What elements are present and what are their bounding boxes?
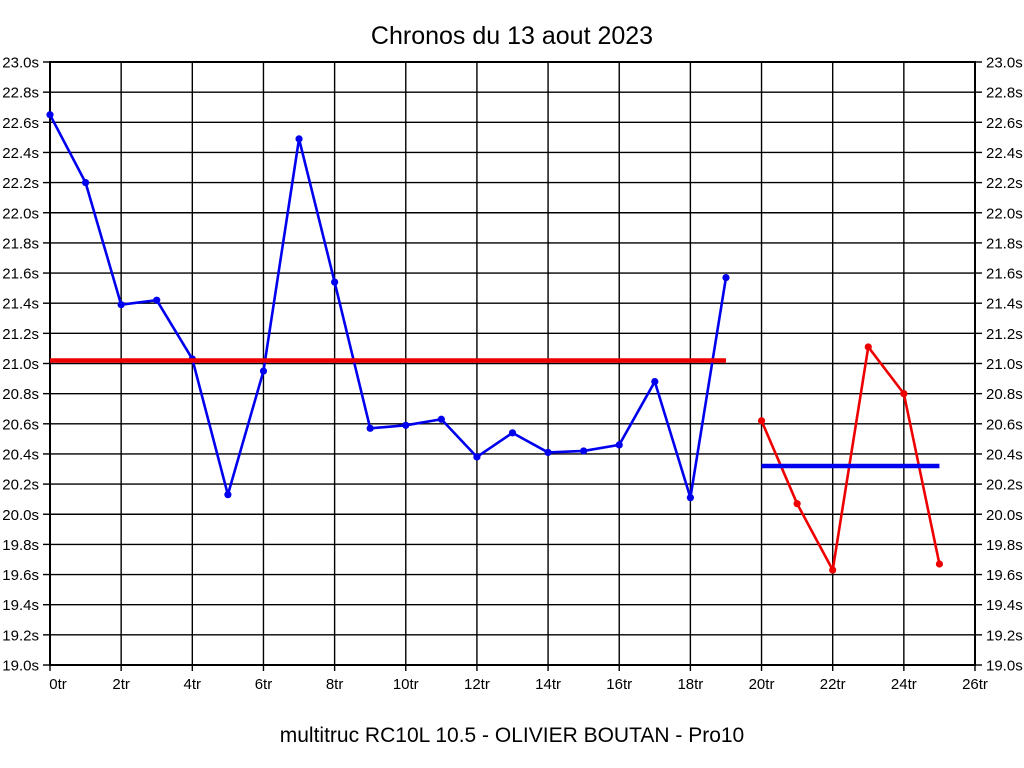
x-tick-label: 26tr: [962, 676, 988, 693]
y-tick-label-left: 23.0s: [2, 55, 39, 72]
x-tick-label: 20tr: [749, 676, 775, 693]
y-tick-label-right: 19.2s: [986, 627, 1023, 644]
y-tick-label-left: 19.2s: [2, 627, 39, 644]
y-tick-label-right: 19.0s: [986, 658, 1023, 675]
y-tick-label-right: 21.4s: [986, 296, 1023, 313]
run-1-lap-times-point: [722, 273, 730, 282]
y-tick-label-right: 22.4s: [986, 145, 1023, 162]
run-1-lap-times-point: [259, 367, 268, 375]
y-tick-label-right: 19.4s: [986, 597, 1023, 614]
y-tick-label-right: 22.8s: [986, 85, 1023, 102]
y-tick-label-right: 21.0s: [986, 356, 1023, 373]
y-tick-label-right: 20.2s: [986, 477, 1023, 494]
y-tick-label-right: 21.2s: [986, 326, 1023, 343]
x-tick-label: 2tr: [112, 676, 130, 693]
y-tick-label-right: 20.6s: [986, 416, 1023, 433]
y-tick-label-left: 20.0s: [2, 507, 39, 524]
x-tick-label: 24tr: [891, 676, 917, 693]
y-tick-label-right: 19.6s: [986, 567, 1023, 584]
y-tick-label-left: 22.4s: [2, 145, 39, 162]
x-tick-label: 14tr: [535, 676, 561, 693]
chart-caption: multitruc RC10L 10.5 - OLIVIER BOUTAN - …: [280, 724, 744, 747]
x-tick-label: 12tr: [464, 676, 490, 693]
y-tick-label-left: 21.2s: [2, 326, 39, 343]
y-tick-label-left: 19.0s: [2, 658, 39, 675]
y-tick-label-right: 21.8s: [986, 235, 1023, 252]
run-1-lap-times-point: [544, 448, 552, 457]
run-1-lap-times-point: [615, 441, 623, 449]
y-tick-label-right: 20.4s: [986, 446, 1023, 463]
y-tick-label-left: 19.4s: [2, 597, 39, 614]
y-tick-label-left: 22.0s: [2, 205, 39, 222]
x-tick-label: 6tr: [255, 676, 273, 693]
x-tick-label: 8tr: [326, 676, 344, 693]
y-tick-label-left: 21.4s: [2, 296, 39, 313]
x-tick-label: 18tr: [677, 676, 703, 693]
run-1-lap-times-point: [224, 491, 232, 499]
run-1-lap-times-line: [48, 114, 728, 499]
y-tick-label-left: 21.6s: [2, 266, 39, 283]
run-1-lap-times-point: [366, 424, 374, 432]
run-2-lap-times-point: [935, 560, 944, 568]
y-tick-label-right: 22.2s: [986, 175, 1023, 192]
y-tick-label-left: 22.6s: [2, 115, 39, 132]
y-tick-label-left: 22.8s: [2, 85, 39, 102]
run-2-lap-times-point: [793, 500, 801, 508]
y-tick-label-right: 23.0s: [986, 55, 1023, 72]
run-1-lap-times-point: [153, 296, 161, 304]
y-tick-label-right: 22.0s: [986, 205, 1023, 222]
y-tick-label-right: 20.0s: [986, 507, 1023, 524]
run-1-lap-times-point: [402, 421, 410, 429]
run-2-lap-times-line: [760, 345, 941, 572]
plot-border: [49, 61, 976, 666]
x-tick-label: 4tr: [184, 676, 202, 693]
y-tick-label-left: 20.6s: [2, 416, 39, 433]
y-tick-label-left: 20.4s: [2, 446, 39, 463]
run-2-lap-times-point: [900, 390, 908, 398]
y-tick-label-right: 19.8s: [986, 537, 1023, 554]
y-tick-label-left: 19.6s: [2, 567, 39, 584]
run-2-lap-times-point: [864, 343, 872, 351]
run-1-lap-times-point: [437, 415, 445, 423]
x-tick-label: 16tr: [606, 676, 632, 693]
plot-area: 23.0s 23.0s 22.8s 22.8s 22.6s 22.6s 22.4s 22.4s…: [2, 55, 1022, 694]
y-tick-label-right: 21.6s: [986, 266, 1023, 283]
run-2-lap-times-point: [829, 566, 837, 574]
run-1-lap-times-point: [331, 278, 339, 286]
run-1-lap-times-point: [295, 135, 303, 143]
run-2-lap-times-point: [757, 417, 766, 425]
y-tick-label-left: 20.8s: [2, 386, 39, 403]
run-1-lap-times-point: [686, 494, 694, 502]
y-tick-label-left: 21.0s: [2, 356, 39, 373]
run-1-lap-times-point: [117, 301, 125, 309]
run-1-lap-times-point: [473, 453, 481, 461]
x-tick-label: 22tr: [820, 676, 846, 693]
y-tick-label-left: 21.8s: [2, 235, 39, 252]
y-tick-label-left: 20.2s: [2, 477, 39, 494]
run-1-lap-times-point: [46, 111, 54, 119]
y-tick-label-right: 22.6s: [986, 115, 1023, 132]
x-tick-label: 0tr: [49, 676, 67, 693]
y-tick-label-right: 20.8s: [986, 386, 1023, 403]
run-1-lap-times-point: [508, 429, 517, 437]
x-tick-label: 10tr: [393, 676, 419, 693]
y-tick-label-left: 22.2s: [2, 175, 39, 192]
y-tick-label-left: 19.8s: [2, 537, 39, 554]
run-1-lap-times-point: [580, 447, 588, 455]
run-1-lap-times-point: [651, 377, 659, 386]
chart-title: Chronos du 13 aout 2023: [371, 22, 653, 50]
run-1-lap-times-point: [81, 179, 90, 187]
